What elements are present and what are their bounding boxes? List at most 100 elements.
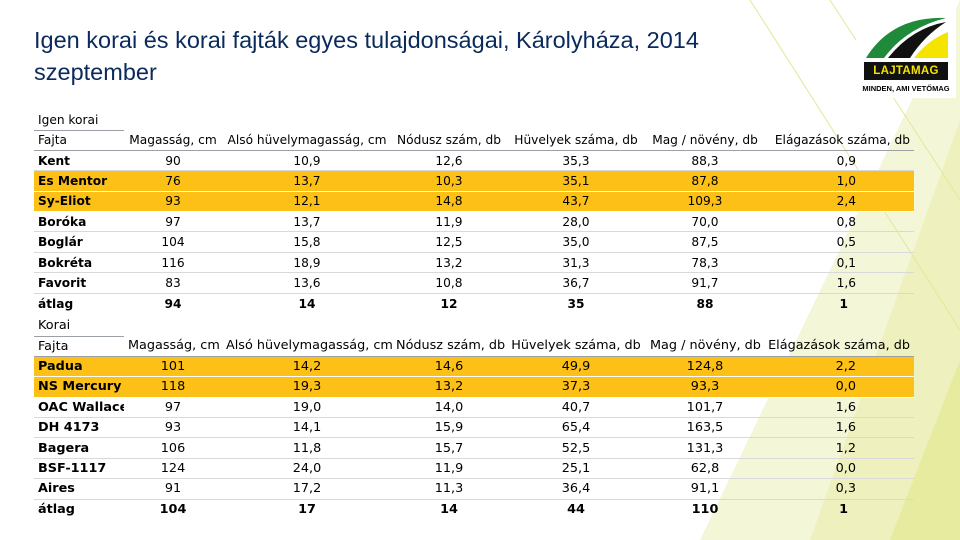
average-cell: 1 [839, 296, 848, 311]
table-cell: 10,9 [222, 150, 392, 172]
variety-name-cell: Boróka [34, 211, 124, 233]
table-cell: 13,7 [222, 170, 392, 192]
average-cell: 104 [159, 502, 187, 518]
table-row: Favorit 83 13,6 10,8 36,7 91,7 1,6 [34, 272, 914, 294]
table-cell: 15,7 [392, 437, 506, 459]
column-header: Magasság, cm [124, 336, 222, 357]
average-cell: 12 [440, 296, 458, 311]
table-cell: 14,0 [392, 397, 506, 419]
table-cell: 0,0 [764, 458, 914, 480]
column-header: Fajta [34, 336, 124, 357]
column-header: Hüvelyek száma, db [506, 336, 646, 357]
table-cell: 0,0 [764, 376, 914, 398]
table-cell: 90 [124, 150, 222, 172]
table-group-label: Igen korai [34, 110, 124, 131]
table-cell: 0,8 [764, 211, 914, 233]
variety-name-cell: Es Mentor [34, 170, 124, 192]
table-cell: 106 [124, 437, 222, 459]
table-row: Padua 101 14,2 14,6 49,9 124,8 2,2 [34, 356, 914, 378]
column-header: Fajta [34, 130, 124, 151]
lajtamag-logo: LAJTAMAG MINDEN, AMI VETŐMAG [856, 8, 956, 98]
table-cell: 1,6 [764, 397, 914, 419]
table-row: Boróka 97 13,7 11,9 28,0 70,0 0,8 [34, 211, 914, 233]
table-cell: 109,3 [646, 191, 764, 213]
table-cell: 87,5 [646, 231, 764, 253]
logo-tagline: MINDEN, AMI VETŐMAG [862, 84, 950, 93]
table-cell: 1,2 [764, 437, 914, 459]
table-cell: 116 [124, 252, 222, 274]
column-header: Nódusz szám, db [392, 336, 506, 357]
table-cell: 24,0 [222, 458, 392, 480]
table-cell: 25,1 [506, 458, 646, 480]
table-cell: 0,9 [764, 150, 914, 172]
table-cell: 43,7 [506, 191, 646, 213]
average-label: átlag [38, 502, 75, 518]
column-header: Alsó hüvelymagasság, cm [222, 336, 392, 357]
table-cell: 124,8 [646, 356, 764, 378]
table-cell: 14,8 [392, 191, 506, 213]
table-cell: 93,3 [646, 376, 764, 398]
table-cell: 35,0 [506, 231, 646, 253]
table-cell: 93 [124, 417, 222, 439]
table-cell: 12,5 [392, 231, 506, 253]
variety-name-cell: NS Mercury [34, 376, 124, 398]
average-row: átlag 94 14 12 35 88 1 [34, 293, 914, 313]
column-header: Nódusz szám, db [392, 130, 506, 151]
table-cell: 0,3 [764, 478, 914, 500]
table-cell: 91,7 [646, 272, 764, 294]
table-cell: 11,9 [392, 458, 506, 480]
table-cell: 104 [124, 231, 222, 253]
table-cell: 163,5 [646, 417, 764, 439]
variety-name-cell: Bokréta [34, 252, 124, 274]
table-row: Aires 91 17,2 11,3 36,4 91,1 0,3 [34, 478, 914, 500]
table-cell: 49,9 [506, 356, 646, 378]
table-cell: 91,1 [646, 478, 764, 500]
table-cell: 40,7 [506, 397, 646, 419]
variety-name-cell: OAC Wallace [34, 397, 124, 419]
table-row: Bokréta 116 18,9 13,2 31,3 78,3 0,1 [34, 252, 914, 274]
column-header: Magasság, cm [124, 130, 222, 151]
variety-name-cell: Aires [34, 478, 124, 500]
table-cell: 101,7 [646, 397, 764, 419]
table-cell: 101 [124, 356, 222, 378]
table-cell: 15,8 [222, 231, 392, 253]
table-cell: 62,8 [646, 458, 764, 480]
variety-name-cell: Kent [34, 150, 124, 172]
table-cell: 13,2 [392, 252, 506, 274]
early-varieties-table: Igen korai Fajta Magasság, cm Alsó hüvel… [34, 110, 914, 314]
logo-brand-text: LAJTAMAG [864, 62, 948, 80]
table-cell: 13,6 [222, 272, 392, 294]
table-cell: 70,0 [646, 211, 764, 233]
table-cell: 14,1 [222, 417, 392, 439]
table-row: Bagera 106 11,8 15,7 52,5 131,3 1,2 [34, 437, 914, 459]
table-cell: 17,2 [222, 478, 392, 500]
column-header: Mag / növény, db [646, 130, 764, 151]
table-group-label: Korai [34, 316, 124, 337]
table-row: OAC Wallace 97 19,0 14,0 40,7 101,7 1,6 [34, 397, 914, 419]
table-cell: 65,4 [506, 417, 646, 439]
table-cell: 11,3 [392, 478, 506, 500]
table-cell: 0,5 [764, 231, 914, 253]
table-cell: 0,1 [764, 252, 914, 274]
table-cell: 18,9 [222, 252, 392, 274]
table-cell: 1,0 [764, 170, 914, 192]
average-cell: 14 [440, 502, 458, 518]
variety-name-cell: BSF-1117 [34, 458, 124, 480]
table-cell: 131,3 [646, 437, 764, 459]
table-cell: 12,6 [392, 150, 506, 172]
korai-varieties-table: Korai Fajta Magasság, cm Alsó hüvelymaga… [34, 316, 914, 520]
average-cell: 110 [691, 502, 719, 518]
table-header-row: Fajta Magasság, cm Alsó hüvelymagasság, … [34, 336, 914, 357]
table-cell: 1,6 [764, 417, 914, 439]
table-cell: 11,9 [392, 211, 506, 233]
table-row: Boglár 104 15,8 12,5 35,0 87,5 0,5 [34, 231, 914, 253]
page-title: Igen korai és korai fajták egyes tulajdo… [34, 27, 699, 85]
table-cell: 13,2 [392, 376, 506, 398]
table-cell: 14,6 [392, 356, 506, 378]
table-cell: 37,3 [506, 376, 646, 398]
variety-name-cell: Bagera [34, 437, 124, 459]
column-header: Mag / növény, db [646, 336, 764, 357]
table-cell: 76 [124, 170, 222, 192]
table-cell: 14,2 [222, 356, 392, 378]
table-row: DH 4173 93 14,1 15,9 65,4 163,5 1,6 [34, 417, 914, 439]
